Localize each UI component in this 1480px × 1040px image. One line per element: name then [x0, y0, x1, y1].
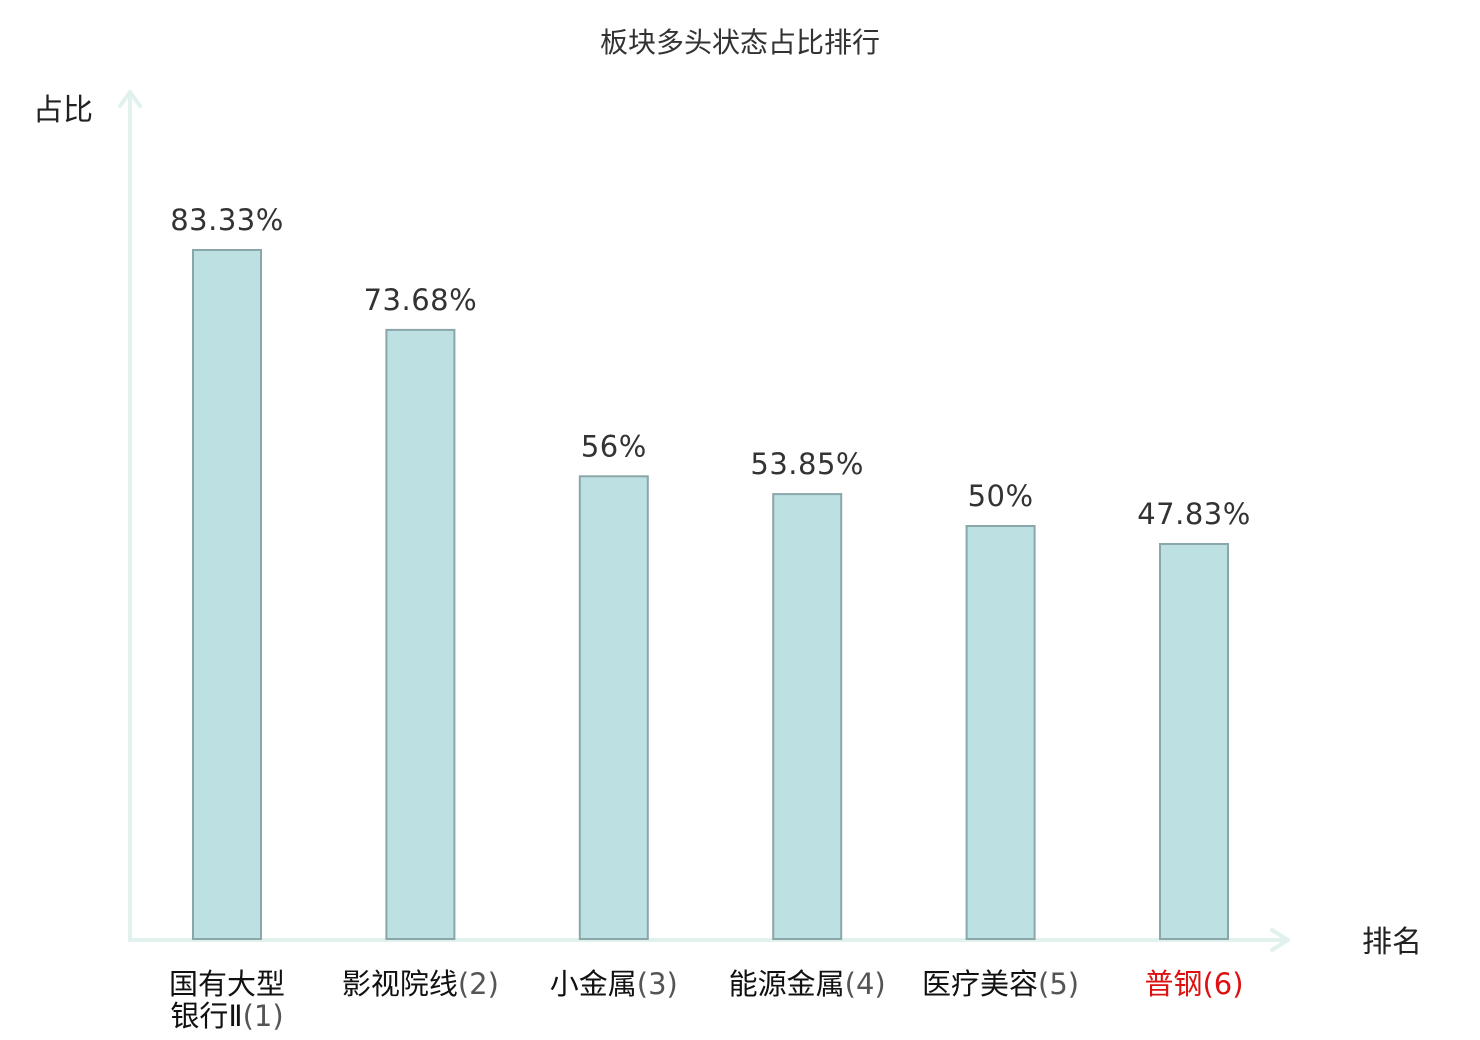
value-label-3: 56%	[581, 429, 647, 463]
x-axis-arrow-icon	[1270, 928, 1290, 952]
category-rank: (5)	[1038, 967, 1079, 1001]
category-label-line: 普钢(6)	[1144, 967, 1243, 1001]
value-label-1: 83.33%	[170, 203, 284, 237]
category-rank: (2)	[458, 967, 499, 1001]
category-label-4: 能源金属(4)	[729, 967, 886, 1001]
category-label-1: 国有大型银行Ⅱ(1)	[169, 967, 285, 1033]
category-rank: (3)	[637, 967, 678, 1001]
category-label-5: 医疗美容(5)	[922, 967, 1079, 1001]
y-axis: 占比	[33, 90, 142, 942]
bar-6	[1159, 543, 1229, 940]
value-label-6: 47.83%	[1137, 497, 1251, 531]
y-axis-label: 占比	[33, 93, 93, 128]
category-label-3: 小金属(3)	[550, 967, 678, 1001]
bar-4	[772, 493, 843, 940]
category-labels-group: 国有大型银行Ⅱ(1) 影视院线(2) 小金属(3) 能源金属(4) 医疗美容(5) 普钢(…	[169, 967, 1244, 1033]
y-axis-arrow-icon	[118, 90, 142, 108]
value-label-5: 50%	[968, 479, 1034, 513]
category-label-2: 影视院线(2)	[342, 967, 499, 1001]
category-label-line: 能源金属(4)	[729, 967, 886, 1001]
category-rank: (1)	[243, 999, 284, 1033]
chart-title: 板块多头状态占比排行	[600, 26, 880, 59]
category-label-line: 国有大型	[169, 967, 285, 1001]
bar-1	[192, 249, 262, 940]
category-label-6: 普钢(6)	[1144, 967, 1243, 1001]
bar-2	[385, 328, 456, 940]
value-label-4: 53.85%	[750, 447, 864, 481]
category-rank: (6)	[1202, 967, 1243, 1001]
category-rank: (4)	[845, 967, 886, 1001]
category-label-line: 医疗美容(5)	[922, 967, 1079, 1001]
value-labels-group: 83.33% 73.68% 56% 53.85% 50% 47.83%	[170, 203, 1251, 531]
bar-5	[965, 525, 1036, 940]
category-label-line: 银行Ⅱ(1)	[170, 999, 283, 1033]
bars-group	[192, 249, 1229, 940]
x-axis: 排名	[128, 925, 1422, 960]
bar-3	[578, 475, 649, 940]
category-label-line: 小金属(3)	[550, 967, 678, 1001]
category-label-line: 影视院线(2)	[342, 967, 499, 1001]
value-label-2: 73.68%	[364, 283, 478, 317]
x-axis-label: 排名	[1362, 925, 1422, 960]
